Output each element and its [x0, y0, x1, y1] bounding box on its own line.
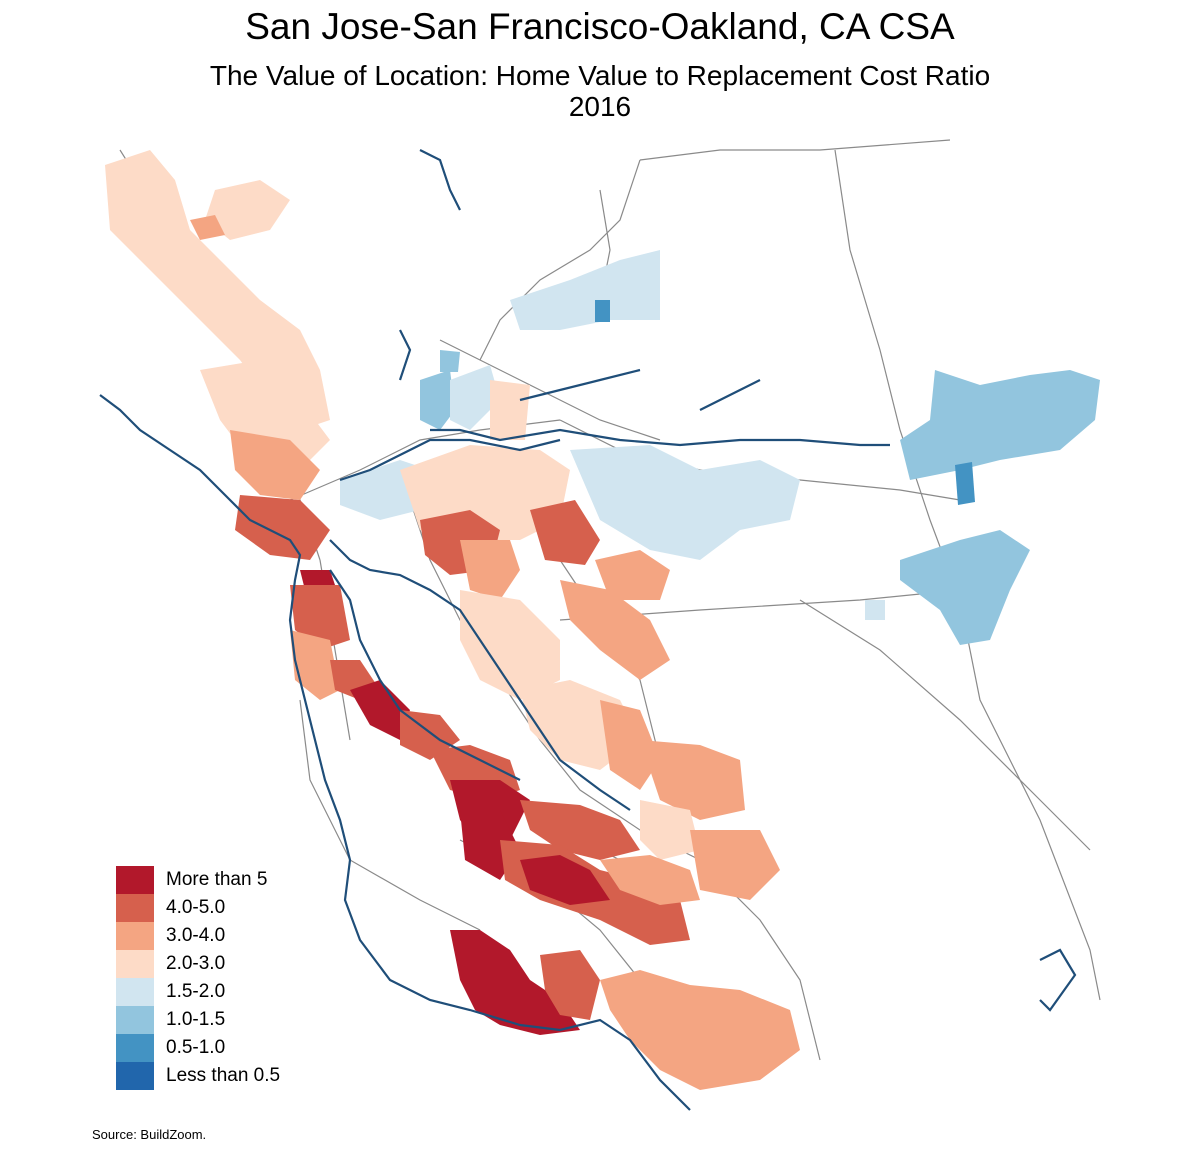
tract — [600, 970, 800, 1090]
legend-swatch — [116, 1062, 154, 1090]
road — [479, 159, 641, 361]
tract — [105, 150, 330, 430]
coastline — [339, 438, 561, 482]
coastline — [419, 149, 461, 211]
legend-swatch — [116, 922, 154, 950]
legend-item: 1.0-1.5 — [116, 1006, 280, 1034]
tract — [230, 430, 320, 500]
map-title: San Jose-San Francisco-Oakland, CA CSA — [245, 6, 955, 47]
tract — [440, 350, 460, 372]
tract — [570, 445, 800, 560]
road — [799, 599, 1091, 851]
coastline — [1039, 948, 1077, 1012]
legend-label: 3.0-4.0 — [166, 925, 226, 946]
legend-label: More than 5 — [166, 869, 268, 890]
tract — [200, 360, 330, 470]
tract — [600, 855, 700, 905]
legend-label: 4.0-5.0 — [166, 897, 226, 918]
tract — [460, 590, 560, 700]
tract — [900, 370, 1100, 480]
legend-label: 2.0-3.0 — [166, 953, 226, 974]
choropleth-map — [99, 139, 1101, 1111]
legend-item: 4.0-5.0 — [116, 894, 280, 922]
coastline — [99, 149, 1077, 1111]
legend-swatch — [116, 978, 154, 1006]
tract — [560, 580, 670, 680]
coastline — [329, 569, 521, 781]
tract — [865, 600, 885, 620]
road — [639, 139, 951, 161]
legend-item: More than 5 — [116, 866, 280, 894]
tract — [595, 550, 670, 600]
tract — [450, 930, 580, 1035]
legend-swatch — [116, 894, 154, 922]
tract — [595, 300, 610, 322]
legend-item: Less than 0.5 — [116, 1062, 280, 1090]
tract-polygons — [105, 150, 1100, 1090]
tract — [350, 680, 410, 740]
legend-item: 1.5-2.0 — [116, 978, 280, 1006]
coastline — [699, 379, 761, 411]
legend-item: 2.0-3.0 — [116, 950, 280, 978]
tract — [690, 830, 780, 900]
legend-swatch — [116, 1006, 154, 1034]
coastline — [519, 368, 641, 402]
tract — [600, 700, 660, 790]
legend-label: Less than 0.5 — [166, 1065, 281, 1086]
map-year: 2016 — [568, 91, 632, 122]
tract — [530, 500, 600, 565]
source-note: Source: BuildZoom. — [92, 1127, 207, 1142]
tract — [205, 180, 290, 240]
tract — [190, 215, 225, 240]
tract — [235, 495, 330, 560]
legend-item: 3.0-4.0 — [116, 922, 280, 950]
coastline — [99, 394, 691, 1111]
tract — [640, 800, 700, 860]
tract — [420, 370, 455, 430]
tract — [490, 380, 530, 440]
tract — [450, 365, 500, 430]
legend: More than 5 4.0-5.0 3.0-4.0 2.0-3.0 1.5-2.0 1… — [116, 866, 280, 1090]
coastline — [430, 428, 890, 447]
road — [399, 469, 821, 1061]
tract — [520, 855, 610, 905]
tract — [510, 250, 660, 330]
map-subtitle: The Value of Location: Home Value to Rep… — [209, 60, 991, 91]
coastline — [329, 539, 631, 811]
coastline — [398, 329, 412, 381]
legend-item: 0.5-1.0 — [116, 1034, 280, 1062]
legend-label: 0.5-1.0 — [166, 1037, 226, 1058]
tract — [290, 630, 340, 700]
legend-label: 1.5-2.0 — [166, 981, 226, 1002]
legend-swatch — [116, 1034, 154, 1062]
tract — [640, 740, 745, 820]
tract — [900, 530, 1030, 645]
tract — [460, 540, 520, 600]
road — [439, 339, 661, 441]
tract — [955, 462, 975, 505]
legend-swatch — [116, 866, 154, 894]
tract — [520, 800, 640, 860]
legend-label: 1.0-1.5 — [166, 1009, 226, 1030]
tract — [540, 950, 600, 1020]
legend-swatch — [116, 950, 154, 978]
